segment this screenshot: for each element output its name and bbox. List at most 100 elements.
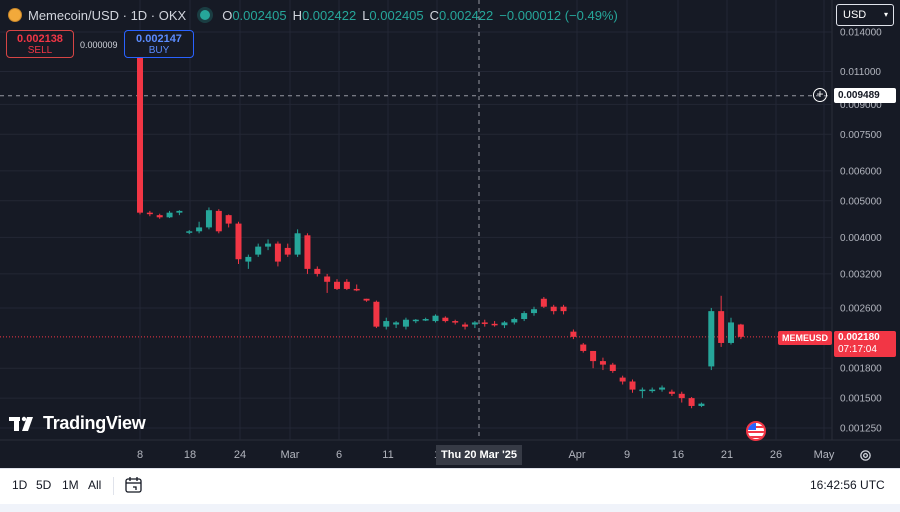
y-tick-label: 0.005000 [840,196,882,207]
gear-icon[interactable] [859,449,872,462]
candle-body [432,315,439,322]
candle-body [274,243,281,262]
candlestick-chart[interactable]: 0.014000 0.011000 0.009000 0.007500 0.006000… [0,0,900,468]
calendar-icon[interactable] [124,476,144,494]
candle-body [215,210,222,232]
x-tick-label: 21 [721,449,733,461]
y-tick-label: 0.002600 [840,303,882,314]
symbol-title[interactable]: Memecoin/USD · 1D · OKX [28,7,187,23]
ohlc-high-label: H [292,7,302,23]
ohlc-change: −0.000012 (−0.49%) [499,7,618,23]
candle-body [481,322,488,324]
market-status-icon[interactable] [200,10,211,20]
candle-body [462,324,469,327]
candle-body [678,393,685,399]
y-tick-label: 0.001250 [840,424,882,435]
candle-body [284,247,291,255]
y-tick-label: 0.011000 [840,67,881,78]
candle-body [718,311,725,343]
x-tick-label: May [814,449,835,461]
x-tick-label: 16 [672,449,684,461]
timeframe-5d[interactable]: 5D [36,478,52,492]
candle-body [402,319,409,327]
candle-body [442,317,449,322]
timeframe-all[interactable]: All [88,478,102,492]
candle-body [334,281,340,289]
candle-body [363,298,370,301]
logo-text: TradingView [43,413,146,433]
candle-body [550,306,557,312]
y-tick-label: 0.014000 [840,28,882,39]
x-tick-label: 9 [624,449,630,461]
symbol-legend: Memecoin/USD · 1D · OKX O 0.002405 H 0.002… [8,6,618,24]
currency-select[interactable]: USD ▾ [836,4,894,26]
utc-clock[interactable]: 16:42:56 UTC [810,478,885,492]
y-tick-label: 0.001800 [840,364,882,375]
buy-button[interactable]: 0.002147 BUY [124,30,194,58]
ohlc-close: 0.002422 [439,7,494,23]
candle-body [511,319,518,323]
candle-body [540,298,547,307]
candle-body [137,44,143,213]
candle-body [668,391,675,394]
chevron-down-icon: ▾ [883,10,888,19]
candle-body [688,398,695,406]
candle-body [609,364,616,371]
sell-label: SELL [27,45,53,56]
y-tick-label: 0.003200 [840,269,882,280]
candle-body [314,268,321,274]
candle-body [324,276,331,282]
flag-icon[interactable] [746,421,766,441]
crosshair-price-label: 0.009489 [834,88,896,103]
candle-body [629,381,636,390]
buy-label: BUY [148,45,170,56]
ohlc-low-label: L [362,7,370,23]
candle-body [225,215,232,224]
tradingview-logo-icon [9,416,33,431]
candle-body [501,322,508,326]
x-tick-label: Mar [281,449,300,461]
x-tick-label: Apr [568,449,585,461]
candle-body [245,256,252,262]
symbol-price-tag: MEMEUSD [778,331,832,345]
candle-body [205,210,212,228]
divider [113,477,114,495]
timeframe-1m[interactable]: 1M [62,478,79,492]
x-tick-label: 24 [234,449,246,461]
candle-body [619,377,626,382]
candle-body [580,344,587,351]
candle-body [235,223,242,260]
candle-body [393,322,400,325]
candle-body [570,331,577,337]
ohlc-low: 0.002405 [369,7,424,23]
candle-body [343,281,350,289]
page-scrollbar[interactable] [0,504,900,512]
candle-body [196,227,203,232]
plus-icon[interactable]: + [813,88,827,102]
last-price-label: 0.002180 07:17:04 [834,331,896,357]
candle-body [471,322,478,325]
y-tick-label: 0.006000 [840,166,882,177]
ohlc-high: 0.002422 [301,7,357,23]
x-tick-label: 8 [137,449,143,461]
tradingview-logo[interactable]: TradingView [9,413,146,434]
x-tick-label: 6 [336,449,342,461]
x-tick-label: 18 [184,449,196,461]
crosshair-date-label: Thu 20 Mar '25 [436,445,522,465]
y-tick-label: 0.007500 [840,130,882,141]
timeframe-1d[interactable]: 1D [12,478,28,492]
candle-body [521,313,528,320]
sell-button[interactable]: 0.002138 SELL [6,30,74,58]
candle-body [560,306,567,312]
candle-body [452,321,459,323]
candle-body [146,212,153,215]
candle-body [255,246,262,255]
candle-body [698,403,705,406]
candle-body [659,387,666,390]
x-tick-label: 11 [382,449,393,461]
chart-area[interactable]: 0.014000 0.011000 0.009000 0.007500 0.006000… [0,0,900,468]
candle-body [156,215,163,218]
last-price-value: 0.002180 [838,332,880,343]
ohlc-close-label: C [429,7,440,23]
candle-body [728,322,734,343]
